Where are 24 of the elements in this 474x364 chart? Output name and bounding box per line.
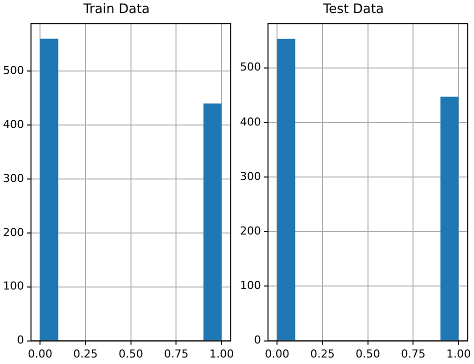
chart-title: Train Data: [82, 2, 150, 18]
chart-title: Test Data: [322, 2, 384, 18]
y-tick-label: 200: [2, 226, 24, 239]
y-tick-label: 0: [16, 334, 24, 347]
y-tick-label: 0: [254, 334, 261, 347]
x-tick-label: 0.75: [164, 347, 188, 360]
y-tick-label: 300: [2, 172, 24, 185]
y-tick-label: 400: [2, 118, 24, 131]
x-tick-label: 0.25: [310, 347, 335, 360]
x-tick-label: 1.00: [446, 347, 471, 360]
x-tick-label: 1.00: [209, 347, 234, 360]
y-tick-label: 200: [240, 224, 261, 238]
y-tick-label: 100: [2, 280, 24, 293]
y-tick-label: 300: [240, 170, 261, 183]
x-tick-label: 0.25: [73, 347, 98, 360]
x-tick-label: 0.00: [264, 347, 290, 360]
x-tick-label: 0.00: [28, 347, 52, 360]
y-tick-label: 500: [2, 64, 24, 77]
y-tick-label: 500: [240, 60, 261, 74]
x-tick-label: 0.75: [400, 347, 426, 360]
y-tick-label: 100: [240, 279, 261, 292]
x-tick-label: 0.50: [118, 347, 144, 360]
y-tick-label: 400: [240, 115, 261, 128]
x-tick-label: 0.50: [356, 347, 380, 360]
